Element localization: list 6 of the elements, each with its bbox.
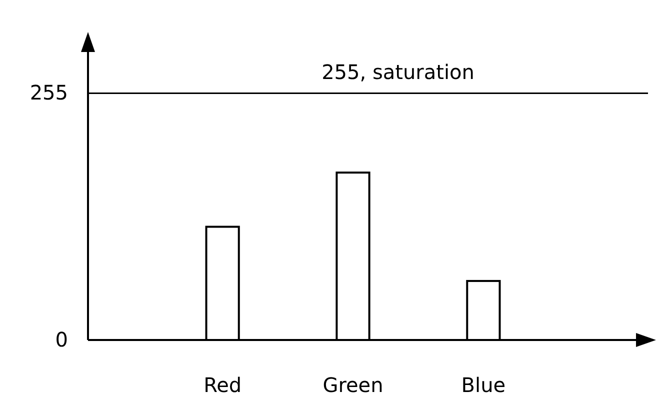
y-tick-label: 0 [55,327,68,352]
x-tick-label: Green [322,373,384,398]
ref-line-label: 255, saturation [322,60,474,84]
x-tick-label: Blue [461,373,506,398]
x-tick-label: Red [204,373,242,398]
y-tick-label: 255 [30,80,68,105]
